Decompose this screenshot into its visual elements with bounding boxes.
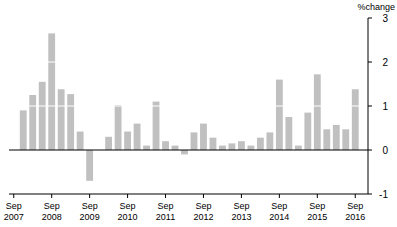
bar [124, 132, 131, 150]
bar [115, 105, 122, 150]
grid-line [9, 106, 368, 107]
bar [39, 82, 46, 150]
bar [181, 150, 188, 154]
bar [191, 132, 198, 150]
x-tick-label: Sep2008 [42, 201, 62, 222]
bar [219, 146, 226, 150]
zero-line [9, 150, 368, 151]
x-tick-label: Sep2009 [80, 201, 100, 222]
y-tick-label: 3 [382, 13, 388, 24]
bar [238, 141, 245, 150]
bar [314, 74, 321, 150]
x-tick [203, 194, 204, 198]
bar [323, 129, 330, 150]
x-tick-label: Sep2012 [193, 201, 213, 222]
y-tick [368, 194, 372, 195]
y-tick-label: -1 [379, 189, 388, 200]
bar [276, 80, 283, 150]
bar [295, 146, 302, 150]
y-tick-label: 2 [382, 57, 388, 68]
bar [257, 138, 264, 150]
x-tick-label: Sep2014 [269, 201, 289, 222]
x-tick [241, 194, 242, 198]
grid-line [9, 18, 368, 19]
bar [352, 89, 359, 150]
grid-line [9, 62, 368, 63]
x-tick [165, 194, 166, 198]
x-tick-label: Sep2010 [118, 201, 138, 222]
bar [67, 94, 74, 150]
bar [172, 146, 179, 150]
bar [134, 124, 141, 150]
bar [77, 132, 84, 150]
x-tick-label: Sep2011 [156, 201, 175, 222]
y-axis-label: %change [357, 2, 395, 12]
bar [153, 102, 160, 150]
bar [304, 113, 311, 150]
bar [285, 117, 292, 150]
bar [105, 137, 112, 150]
x-tick-label: Sep2013 [231, 201, 251, 222]
y-tick [368, 62, 372, 63]
y-tick-label: 1 [382, 101, 388, 112]
x-tick [13, 194, 14, 198]
y-tick [368, 106, 372, 107]
bar [162, 141, 169, 150]
y-tick [368, 150, 372, 151]
x-tick [279, 194, 280, 198]
x-tick-label: Sep2015 [307, 201, 327, 222]
chart: -1 0 1 2 3%change Sep2007 Sep2008 Sep2009 Sep201… [0, 0, 397, 227]
bar [20, 110, 27, 150]
bars [20, 33, 359, 180]
bar [266, 132, 273, 150]
x-tick [355, 194, 356, 198]
x-tick-label: Sep2007 [4, 201, 24, 222]
x-axis [9, 194, 368, 195]
y-tick-label: 0 [382, 145, 388, 156]
bar [143, 146, 150, 150]
x-tick [89, 194, 90, 198]
bar [210, 138, 217, 150]
bar [247, 146, 254, 150]
bar [86, 150, 93, 181]
grid-line [9, 194, 368, 195]
bar [333, 125, 340, 150]
x-tick [127, 194, 128, 198]
bar [342, 129, 349, 150]
x-tick [317, 194, 318, 198]
y-tick [368, 18, 372, 19]
x-tick-label: Sep2016 [345, 201, 365, 222]
bar [200, 124, 207, 150]
bar [48, 33, 55, 150]
bar [58, 89, 65, 150]
bar [229, 143, 236, 150]
bar [29, 95, 36, 150]
x-tick [51, 194, 52, 198]
